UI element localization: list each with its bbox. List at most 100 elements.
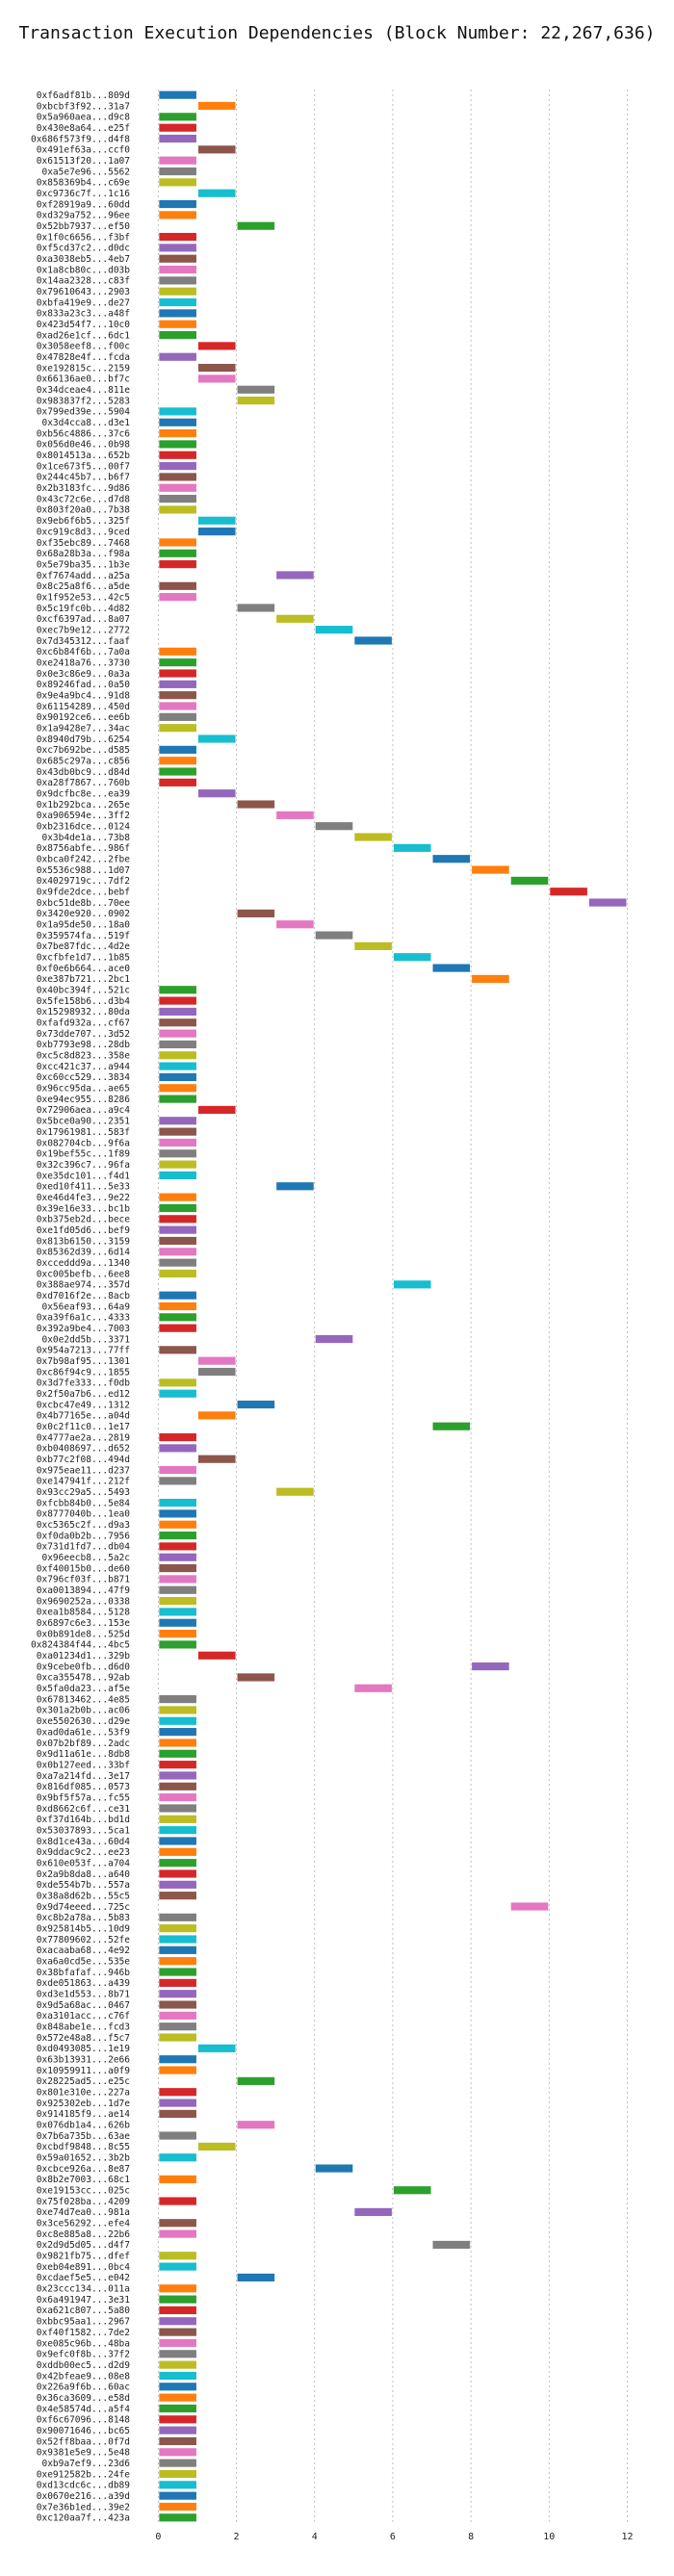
y-tick-label: 0xa0013894...47f9 xyxy=(37,1585,131,1596)
transaction-bar xyxy=(159,1117,196,1124)
y-tick-label: 0x2d9d5d05...d4f7 xyxy=(37,2240,130,2251)
transaction-bar xyxy=(159,2415,196,2423)
transaction-bar xyxy=(159,233,196,241)
transaction-bar xyxy=(159,1073,196,1081)
y-tick-label: 0x67813462...4e85 xyxy=(37,1694,130,1705)
chart-title: Transaction Execution Dependencies (Bloc… xyxy=(18,23,655,43)
transaction-bar xyxy=(159,1237,196,1245)
transaction-bar xyxy=(159,462,196,470)
y-tick-label: 0xad0da61e...53f9 xyxy=(37,1727,131,1738)
transaction-bar xyxy=(159,1444,196,1452)
transaction-bar xyxy=(159,1706,196,1713)
transaction-bar xyxy=(159,505,196,513)
transaction-bar xyxy=(159,1717,196,1725)
y-tick-label: 0x3b4de1a...73b8 xyxy=(41,833,130,843)
y-tick-label: 0xb56c4886...37c6 xyxy=(37,428,131,439)
transaction-bar xyxy=(198,374,236,382)
transaction-bar xyxy=(159,1139,196,1146)
y-tick-label: 0xcbce926a...8e87 xyxy=(37,2164,130,2175)
transaction-bar xyxy=(159,309,196,317)
transaction-bar xyxy=(354,636,392,644)
y-tick-label: 0xa28f7867...760b xyxy=(37,778,131,788)
y-tick-label: 0x9821fb75...dfef xyxy=(37,2252,130,2262)
transaction-bar xyxy=(159,1248,196,1255)
y-tick-label: 0x8940d79b...6254 xyxy=(37,734,131,745)
transaction-bar xyxy=(159,1554,196,1561)
transaction-bar xyxy=(159,1128,196,1136)
y-tick-label: 0x9d5a68ac...0467 xyxy=(37,2000,130,2011)
y-tick-label: 0x833a23c3...a48f xyxy=(37,309,130,320)
x-tick-labels: 0 2 4 6 8 10 12 xyxy=(155,2532,633,2542)
y-tick-label: 0x0b127eed...33bf xyxy=(37,1760,130,1770)
y-tick-label: 0x6897c6e3...153e xyxy=(37,1618,131,1629)
transaction-bar xyxy=(159,353,196,361)
transaction-bar xyxy=(159,2329,196,2336)
transaction-bar xyxy=(238,1673,275,1681)
transaction-bar xyxy=(159,1695,196,1703)
y-tick-label: 0x4029719c...7df2 xyxy=(37,876,130,887)
transaction-bar xyxy=(159,2296,196,2304)
transaction-bar xyxy=(159,484,196,492)
y-tick-label: 0xcfbfe1d7...1b85 xyxy=(37,953,130,964)
transaction-bar xyxy=(159,157,196,165)
transaction-bar xyxy=(159,2022,196,2030)
y-tick-label: 0x90071646...bc65 xyxy=(37,2426,130,2436)
y-tick-label: 0xd0493085...1e19 xyxy=(37,2044,131,2054)
transaction-bar xyxy=(159,2503,196,2511)
y-tick-label: 0xe35dc101...f4d1 xyxy=(37,1171,131,1181)
transaction-bar xyxy=(159,779,196,786)
y-tick-label: 0xe94ec955...8286 xyxy=(37,1095,131,1105)
transaction-bar xyxy=(316,626,353,633)
y-tick-label: 0xf6c67096...8148 xyxy=(37,2415,131,2426)
transaction-bar xyxy=(159,124,196,132)
y-tick-label: 0x59a01652...3b2b xyxy=(37,2153,131,2164)
transaction-bar xyxy=(159,2284,196,2292)
y-tick-label: 0x8d1ce43a...60d4 xyxy=(37,1837,131,1847)
y-tick-label: 0x9690252a...0338 xyxy=(37,1596,131,1607)
transaction-bar xyxy=(159,440,196,448)
y-tick-label: 0xf28919a9...60dd xyxy=(37,199,130,210)
y-tick-label: 0xa01234d1...329b xyxy=(37,1651,131,1662)
transaction-bar xyxy=(159,211,196,219)
transaction-bar xyxy=(159,1957,196,1965)
transaction-bar xyxy=(159,1378,196,1386)
y-tick-label: 0x6a491947...3e31 xyxy=(37,2295,131,2306)
transaction-bar xyxy=(316,2164,353,2172)
y-tick-label: 0xd8662c6f...ce31 xyxy=(37,1804,131,1815)
transaction-bar xyxy=(238,800,275,808)
y-tick-label: 0x0670e216...a39d xyxy=(37,2491,130,2502)
transaction-bar xyxy=(276,571,314,579)
y-tick-label: 0xe912582b...24fe xyxy=(37,2469,131,2480)
y-tick-label: 0x9dcfbc8e...ea39 xyxy=(37,788,131,799)
y-tick-label: 0xe085c96b...48ba xyxy=(37,2338,130,2349)
y-tick-label: 0x3ce56292...efe4 xyxy=(37,2219,131,2229)
y-tick-label: 0xcc421c37...a944 xyxy=(37,1062,131,1072)
transaction-bar xyxy=(354,833,392,840)
transaction-bar xyxy=(159,2000,196,2008)
y-tick-label: 0xe19153cc...025c xyxy=(37,2186,130,2197)
y-tick-label: 0xd13cdc6c...db89 xyxy=(37,2481,131,2491)
transaction-bar xyxy=(159,2405,196,2412)
transaction-bar xyxy=(159,2361,196,2369)
transaction-bar xyxy=(472,975,509,983)
y-tick-label: 0x359574fa...519f xyxy=(37,931,130,941)
y-tick-label: 0xf5cd37c2...d0dc xyxy=(37,244,130,254)
transaction-bar xyxy=(159,1204,196,1212)
x-tick-label: 12 xyxy=(621,2532,633,2542)
y-tick-label: 0x9ddac9c2...ee23 xyxy=(37,1847,130,1858)
y-tick-label: 0xeb04e891...0bc4 xyxy=(37,2262,131,2273)
y-tick-label: 0x1a8cb80c...d03b xyxy=(37,265,131,275)
y-tick-label: 0x32c396c7...96fa xyxy=(37,1160,130,1171)
transaction-bar xyxy=(159,2197,196,2204)
y-tick-label: 0xd7016f2e...8acb xyxy=(37,1291,131,1301)
transaction-bar xyxy=(159,113,196,120)
x-tick-label: 0 xyxy=(155,2532,161,2542)
y-tick-label: 0x1ce673f5...00f7 xyxy=(37,461,130,472)
transaction-bar xyxy=(354,1685,392,1692)
y-tick-label: 0x5fe158b6...d3b4 xyxy=(37,996,131,1007)
y-tick-label: 0xf7674add...a25a xyxy=(37,571,130,581)
y-tick-label: 0x8777040b...1ea0 xyxy=(37,1509,131,1520)
transaction-bar xyxy=(433,1423,471,1430)
y-tick-label: 0xc7b692be...d585 xyxy=(37,745,130,756)
y-tick-label: 0x8014513a...652b xyxy=(37,451,131,461)
